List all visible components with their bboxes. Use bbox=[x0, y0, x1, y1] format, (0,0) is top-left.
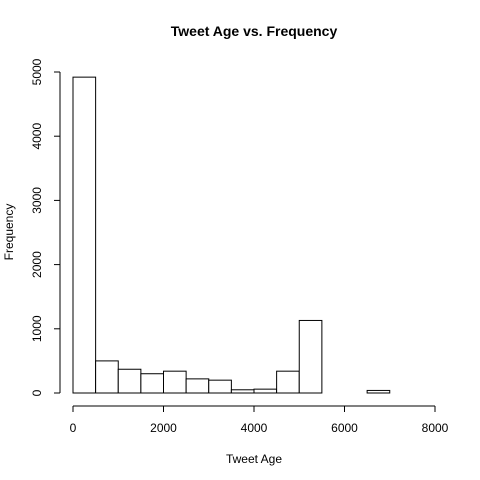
x-tick-label: 6000 bbox=[331, 421, 358, 435]
y-tick-label: 1000 bbox=[30, 315, 44, 342]
y-tick-label: 2000 bbox=[30, 251, 44, 278]
histogram-bar-10 bbox=[298, 319, 323, 394]
histogram-bar-6 bbox=[208, 379, 232, 394]
x-tick-label: 4000 bbox=[241, 421, 268, 435]
histogram-bar-5 bbox=[185, 378, 210, 394]
histogram-bar-13 bbox=[366, 389, 391, 394]
x-tick-label: 2000 bbox=[150, 421, 177, 435]
y-tick-label: 4000 bbox=[30, 123, 44, 150]
x-tick-label: 8000 bbox=[422, 421, 449, 435]
x-tick-label: 0 bbox=[70, 421, 77, 435]
histogram-bar-7 bbox=[230, 389, 255, 394]
y-tick-label: 3000 bbox=[30, 187, 44, 214]
y-axis-label: Frequency bbox=[2, 204, 16, 261]
x-axis-label: Tweet Age bbox=[226, 452, 282, 466]
chart-title: Tweet Age vs. Frequency bbox=[171, 23, 338, 39]
histogram-bar-2 bbox=[117, 368, 142, 394]
histogram-bar-4 bbox=[163, 370, 187, 394]
bars-group bbox=[72, 76, 391, 394]
y-tick-label: 0 bbox=[30, 389, 44, 396]
histogram-bar-8 bbox=[253, 388, 278, 394]
histogram-bar-3 bbox=[140, 373, 164, 394]
histogram-bar-1 bbox=[95, 360, 119, 394]
y-tick-label: 5000 bbox=[30, 58, 44, 85]
x-axis: 0 2000 4000 6000 8000 bbox=[70, 405, 449, 435]
y-axis: 0 1000 2000 3000 4000 5000 bbox=[30, 58, 61, 396]
histogram-bar-0 bbox=[72, 76, 97, 394]
histogram-bar-9 bbox=[276, 370, 300, 394]
